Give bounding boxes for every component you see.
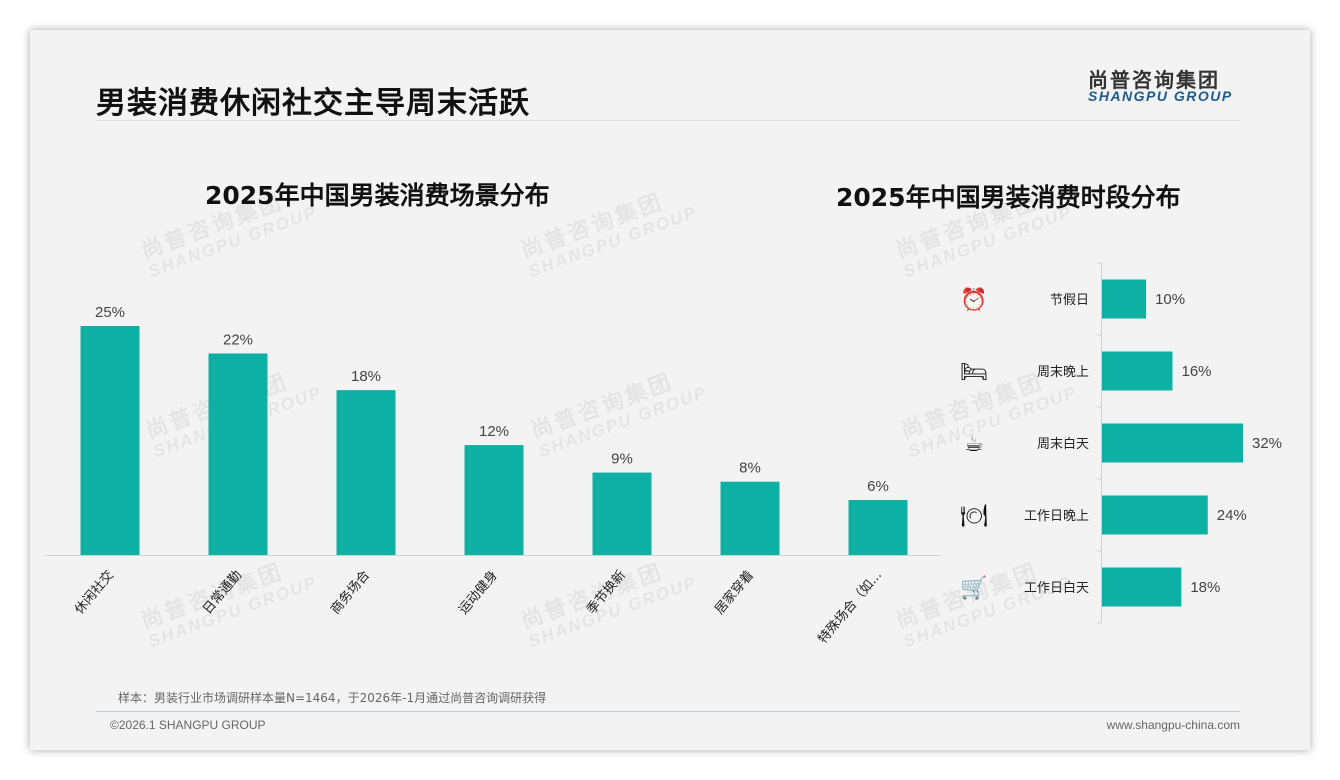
data-label: 32% bbox=[1252, 435, 1282, 452]
bar bbox=[1102, 279, 1147, 319]
data-label: 12% bbox=[479, 423, 509, 440]
x-tick-label: 运动健身 bbox=[455, 567, 501, 617]
data-label: 9% bbox=[611, 451, 633, 468]
header-divider bbox=[96, 120, 1240, 121]
data-label: 8% bbox=[739, 460, 761, 477]
y-tick-label: 周末晚上 bbox=[1037, 365, 1089, 380]
bar bbox=[720, 481, 780, 555]
data-label: 10% bbox=[1155, 291, 1185, 308]
y-tick-label: 工作日晚上 bbox=[1024, 509, 1089, 524]
bar bbox=[464, 445, 524, 555]
shopping-cart-icon: 🛒 bbox=[960, 575, 987, 601]
plate-cutlery-icon: 🍽 bbox=[960, 504, 988, 529]
bar bbox=[336, 390, 396, 555]
data-label: 24% bbox=[1217, 507, 1247, 524]
x-tick-label: 季节换新 bbox=[583, 567, 629, 617]
left-chart-title: 2025年中国男装消费场景分布 bbox=[205, 181, 550, 210]
bar bbox=[1102, 423, 1243, 463]
bar bbox=[208, 353, 268, 555]
x-tick-label: 特殊场合（如... bbox=[815, 567, 885, 647]
bar bbox=[1102, 495, 1208, 535]
page-title: 男装消费休闲社交主导周末活跃 bbox=[96, 86, 530, 121]
bar bbox=[80, 326, 140, 555]
data-label: 25% bbox=[95, 304, 125, 321]
right-chart-title: 2025年中国男装消费时段分布 bbox=[836, 183, 1181, 212]
logo-chinese: 尚普咨询集团 bbox=[1088, 68, 1220, 92]
x-tick-label: 商务场合 bbox=[327, 567, 373, 617]
data-label: 22% bbox=[223, 331, 253, 348]
website-url: www.shangpu-china.com bbox=[1106, 718, 1240, 732]
coffee-mug-icon: ☕ bbox=[964, 432, 984, 457]
bar bbox=[848, 500, 908, 555]
bed-icon: 🛏 bbox=[960, 360, 988, 385]
data-label: 18% bbox=[1190, 579, 1220, 596]
y-tick-label: 周末白天 bbox=[1037, 436, 1089, 452]
footer-divider bbox=[96, 711, 1240, 712]
data-label: 6% bbox=[867, 478, 889, 495]
data-label: 18% bbox=[351, 368, 381, 385]
x-tick-label: 日常通勤 bbox=[200, 568, 245, 617]
y-tick-label: 节假日 bbox=[1050, 293, 1089, 308]
bar bbox=[1102, 351, 1173, 391]
copyright: ©2026.1 SHANGPU GROUP bbox=[110, 718, 266, 732]
sample-note: 样本：男装行业市场调研样本量N=1464，于2026年-1月通过尚普咨询调研获得 bbox=[118, 691, 547, 705]
bar bbox=[1102, 567, 1182, 607]
x-tick-label: 居家穿着 bbox=[711, 567, 757, 617]
y-tick-label: 工作日白天 bbox=[1024, 580, 1089, 596]
x-tick-label: 休闲社交 bbox=[71, 567, 117, 617]
logo-english: SHANGPU GROUP bbox=[1088, 88, 1233, 104]
alarm-clock-icon: ⏰ bbox=[960, 286, 987, 313]
data-label: 16% bbox=[1182, 363, 1212, 380]
bar bbox=[592, 472, 652, 555]
